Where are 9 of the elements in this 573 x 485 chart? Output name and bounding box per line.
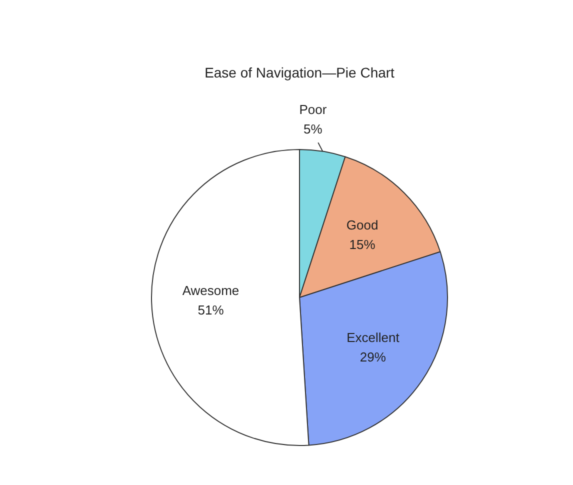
slice-label: Good [346,217,378,232]
data-label: 5% [304,121,323,136]
chart-title: Ease of Navigation—Pie Chart [204,64,395,80]
slice-label: Excellent [346,330,400,346]
data-label: 29% [360,350,386,365]
data-label: 51% [198,302,224,318]
data-label: 15% [349,236,376,252]
slice-label: Poor [299,102,328,117]
slice-label: Awesome [182,283,240,298]
